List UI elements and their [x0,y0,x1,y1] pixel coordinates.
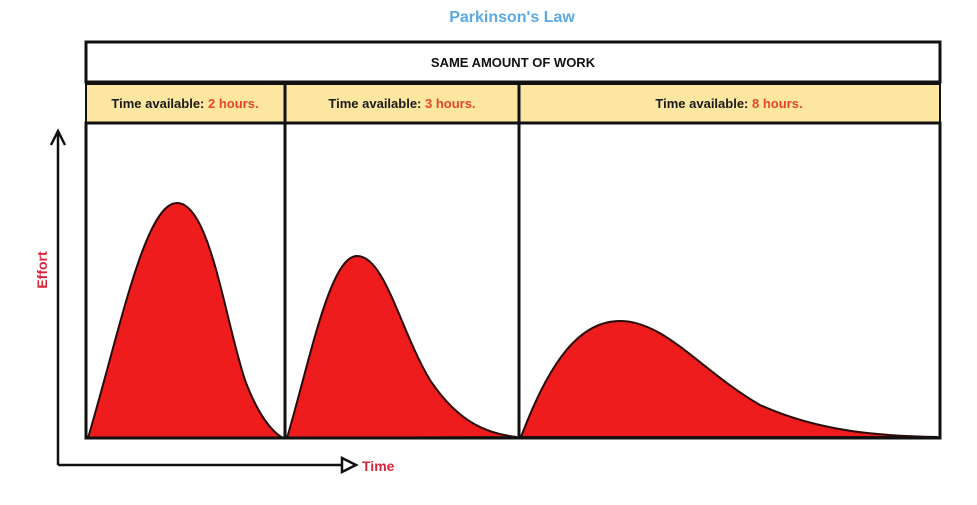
column-header-row [85,83,941,124]
x-axis-arrow [58,455,359,475]
column-label-2: Time available: 3 hours. [328,96,475,111]
column-label-1: Time available: 2 hours. [111,96,258,111]
column-label-3: Time available: 8 hours. [655,96,802,111]
effort-curve-8-hours [519,319,939,438]
header-box [84,40,942,84]
header-text: SAME AMOUNT OF WORK [431,55,596,70]
y-axis-arrow [49,128,67,465]
effort-curve-3-hours [285,254,518,440]
diagram-title: Parkinson's Law [449,9,575,26]
effort-curve-2-hours [86,201,284,439]
x-axis-label: Time [362,458,395,474]
y-axis-label: Effort [34,251,50,289]
